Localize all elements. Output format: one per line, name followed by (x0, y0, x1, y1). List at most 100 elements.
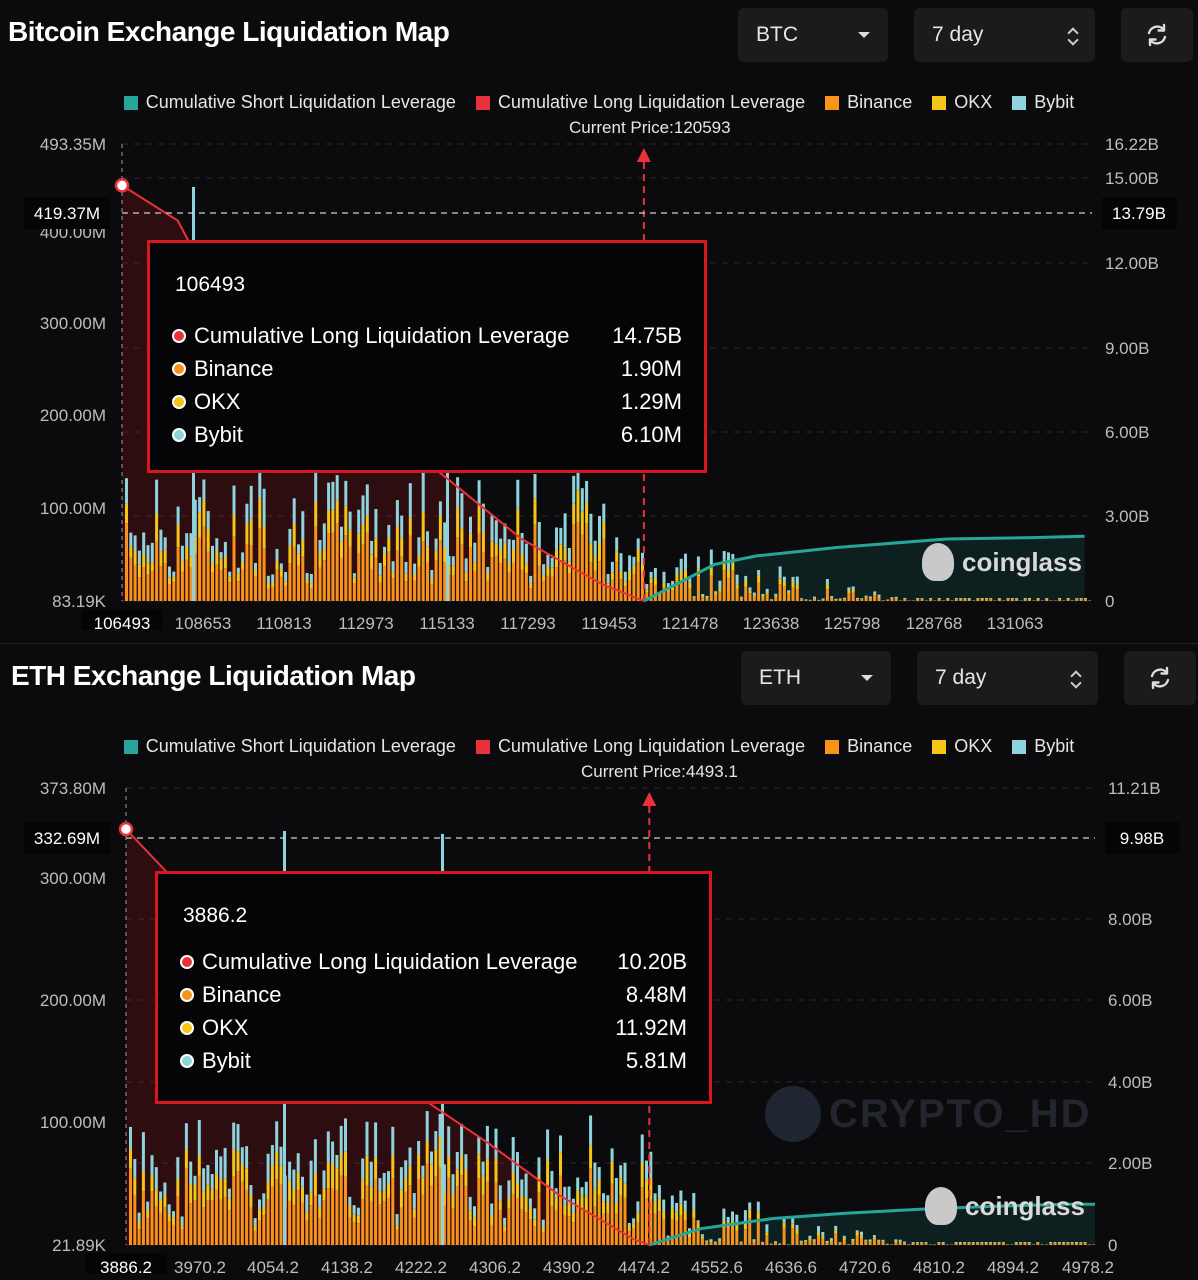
binance-bar (873, 595, 877, 601)
binance-bar (821, 1238, 825, 1245)
refresh-button[interactable] (1121, 8, 1193, 62)
okx-bar (778, 578, 782, 585)
bybit-bar (154, 1167, 158, 1190)
okx-bar (142, 553, 146, 568)
binance-bar (1062, 1243, 1066, 1245)
bybit-bar (903, 597, 907, 599)
okx-bar (795, 584, 799, 590)
okx-bar (275, 1151, 279, 1180)
okx-bar (537, 550, 541, 566)
okx-bar (989, 598, 993, 600)
legend-item-short[interactable]: Cumulative Short Liquidation Leverage (123, 736, 456, 757)
okx-bar (507, 1197, 511, 1209)
okx-bar (434, 1149, 438, 1177)
legend-item-short[interactable]: Cumulative Short Liquidation Leverage (123, 92, 456, 113)
binance-bar (829, 1241, 833, 1245)
binance-bar (864, 1241, 868, 1245)
bybit-bar (141, 1132, 145, 1171)
binance-bar (421, 541, 425, 601)
symbol-select[interactable]: ETH (741, 651, 891, 705)
long-dot-icon (180, 955, 194, 969)
okx-bar (524, 563, 528, 573)
okx-bar (821, 598, 825, 600)
okx-bar (705, 1241, 709, 1243)
binance-bar (154, 1206, 158, 1245)
okx-bar (395, 526, 399, 551)
binance-bar (335, 1190, 339, 1245)
okx-bar (447, 1157, 451, 1178)
legend-item-bybit[interactable]: Bybit (1012, 736, 1074, 757)
bybit-bar (722, 551, 726, 560)
legend-item-long[interactable]: Cumulative Long Liquidation Leverage (475, 92, 806, 113)
okx-bar (202, 499, 206, 527)
bybit-bar (877, 1239, 881, 1241)
binance-bar (877, 598, 881, 601)
bybit-bar (666, 583, 670, 588)
crosshair-point (114, 178, 130, 193)
legend-item-binance[interactable]: Binance (825, 92, 912, 113)
bybit-bar (150, 542, 154, 563)
binance-bar (1049, 1243, 1053, 1245)
bybit-bar (473, 1206, 476, 1218)
okx-bar (696, 1222, 700, 1229)
bybit-bar (503, 1217, 507, 1226)
binance-bar (331, 1188, 335, 1245)
refresh-button[interactable] (1124, 651, 1196, 705)
binance-bar (937, 1243, 941, 1245)
bybit-bar (198, 497, 202, 513)
okx-bar (718, 588, 722, 592)
okx-bar (184, 1149, 188, 1169)
bybit-bar (842, 1235, 846, 1238)
bybit-bar (881, 1239, 885, 1241)
okx-bar (284, 581, 288, 586)
binance-bar (761, 1243, 765, 1245)
bybit-bar (356, 1207, 360, 1216)
bybit-bar (352, 573, 356, 578)
okx-bar (722, 559, 726, 571)
legend-item-binance[interactable]: Binance (825, 736, 912, 757)
bybit-bar (335, 1154, 339, 1169)
okx-bar (718, 1239, 722, 1241)
okx-bar (627, 1226, 631, 1232)
binance-bar (399, 1207, 403, 1245)
okx-bar (503, 542, 507, 559)
bybit-bar (666, 1235, 670, 1238)
okx-bar (477, 505, 481, 533)
binance-bar (765, 594, 769, 601)
binance-bar (563, 560, 567, 601)
binance-bar (967, 599, 971, 601)
period-select[interactable]: 7 day (914, 8, 1095, 62)
okx-bar (929, 598, 933, 600)
bybit-bar (1079, 598, 1083, 599)
okx-bar (550, 567, 554, 577)
x-axis-tick-label: 131063 (987, 614, 1044, 630)
binance-bar (903, 1243, 906, 1245)
binance-bar (180, 1229, 184, 1245)
bybit-bar (641, 552, 644, 564)
bybit-bar (700, 1234, 704, 1237)
binance-bar (894, 598, 898, 601)
binance-bar (240, 1181, 244, 1245)
okx-bar (554, 1197, 558, 1211)
bybit-bar (189, 1161, 193, 1185)
bybit-bar (598, 515, 601, 544)
symbol-select[interactable]: BTC (738, 8, 888, 62)
legend-item-bybit[interactable]: Bybit (1012, 92, 1074, 113)
okx-bar (460, 1155, 464, 1176)
legend-item-okx[interactable]: OKX (932, 736, 992, 757)
bybit-bar (348, 1196, 352, 1207)
bybit-bar (395, 500, 399, 527)
period-select[interactable]: 7 day (917, 651, 1098, 705)
binance-bar (606, 1212, 610, 1245)
binance-bar (748, 1218, 752, 1245)
bybit-bar (567, 1186, 571, 1204)
binance-bar (941, 1243, 945, 1245)
bybit-bar (430, 569, 434, 580)
bybit-bar (511, 1137, 515, 1174)
legend-item-long[interactable]: Cumulative Long Liquidation Leverage (475, 736, 805, 757)
okx-bar (653, 577, 657, 585)
legend-label: Cumulative Long Liquidation Leverage (497, 92, 806, 112)
bybit-bar (159, 1191, 163, 1200)
okx-bar (924, 1242, 928, 1244)
legend-item-okx[interactable]: OKX (932, 92, 992, 113)
